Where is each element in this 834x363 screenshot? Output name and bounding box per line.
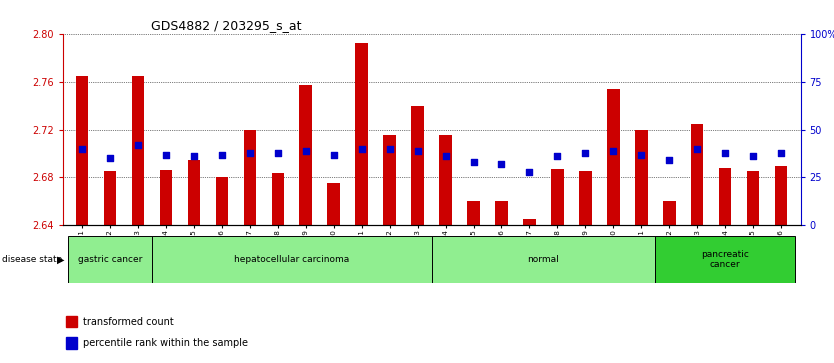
Bar — [656, 236, 795, 283]
Point — [188, 154, 201, 159]
Text: normal: normal — [528, 255, 560, 264]
Bar — [691, 124, 704, 225]
Point — [327, 152, 340, 158]
Bar — [355, 43, 368, 225]
Point — [775, 150, 788, 156]
Bar — [132, 76, 144, 225]
Bar — [159, 170, 173, 225]
Bar — [66, 315, 78, 327]
Text: gastric cancer: gastric cancer — [78, 255, 143, 264]
Bar — [432, 236, 656, 283]
Point — [299, 148, 313, 154]
Point — [132, 142, 145, 148]
Point — [439, 154, 452, 159]
Point — [691, 146, 704, 152]
Point — [103, 155, 117, 161]
Bar — [272, 173, 284, 225]
Point — [635, 152, 648, 158]
Text: hepatocellular carcinoma: hepatocellular carcinoma — [234, 255, 349, 264]
Point — [215, 152, 229, 158]
Point — [271, 150, 284, 156]
Text: transformed count: transformed count — [83, 317, 173, 327]
Bar — [103, 171, 117, 225]
Point — [383, 146, 396, 152]
Bar — [663, 201, 676, 225]
Point — [606, 148, 620, 154]
Point — [355, 146, 369, 152]
Point — [579, 150, 592, 156]
Text: percentile rank within the sample: percentile rank within the sample — [83, 338, 248, 348]
Point — [75, 146, 88, 152]
Bar — [68, 236, 152, 283]
Bar — [495, 201, 508, 225]
Point — [746, 154, 760, 159]
Point — [411, 148, 425, 154]
Bar — [523, 219, 535, 225]
Bar — [775, 166, 787, 225]
Text: GDS4882 / 203295_s_at: GDS4882 / 203295_s_at — [151, 19, 302, 32]
Point — [495, 161, 508, 167]
Bar — [579, 171, 591, 225]
Bar — [607, 89, 620, 225]
Bar — [719, 168, 731, 225]
Point — [550, 154, 564, 159]
Bar — [746, 171, 760, 225]
Bar — [467, 201, 480, 225]
Text: disease state: disease state — [2, 255, 62, 264]
Point — [244, 150, 257, 156]
Bar — [152, 236, 432, 283]
Bar — [216, 178, 229, 225]
Point — [718, 150, 731, 156]
Text: ▶: ▶ — [57, 254, 64, 265]
Bar — [551, 169, 564, 225]
Bar — [66, 337, 78, 348]
Text: pancreatic
cancer: pancreatic cancer — [701, 250, 749, 269]
Bar — [244, 130, 256, 225]
Point — [523, 169, 536, 175]
Bar — [440, 135, 452, 225]
Bar — [328, 183, 340, 225]
Bar — [299, 85, 312, 225]
Point — [159, 152, 173, 158]
Bar — [384, 135, 396, 225]
Bar — [76, 76, 88, 225]
Bar — [635, 130, 647, 225]
Bar — [411, 106, 424, 225]
Point — [467, 159, 480, 165]
Bar — [188, 160, 200, 225]
Point — [662, 158, 676, 163]
